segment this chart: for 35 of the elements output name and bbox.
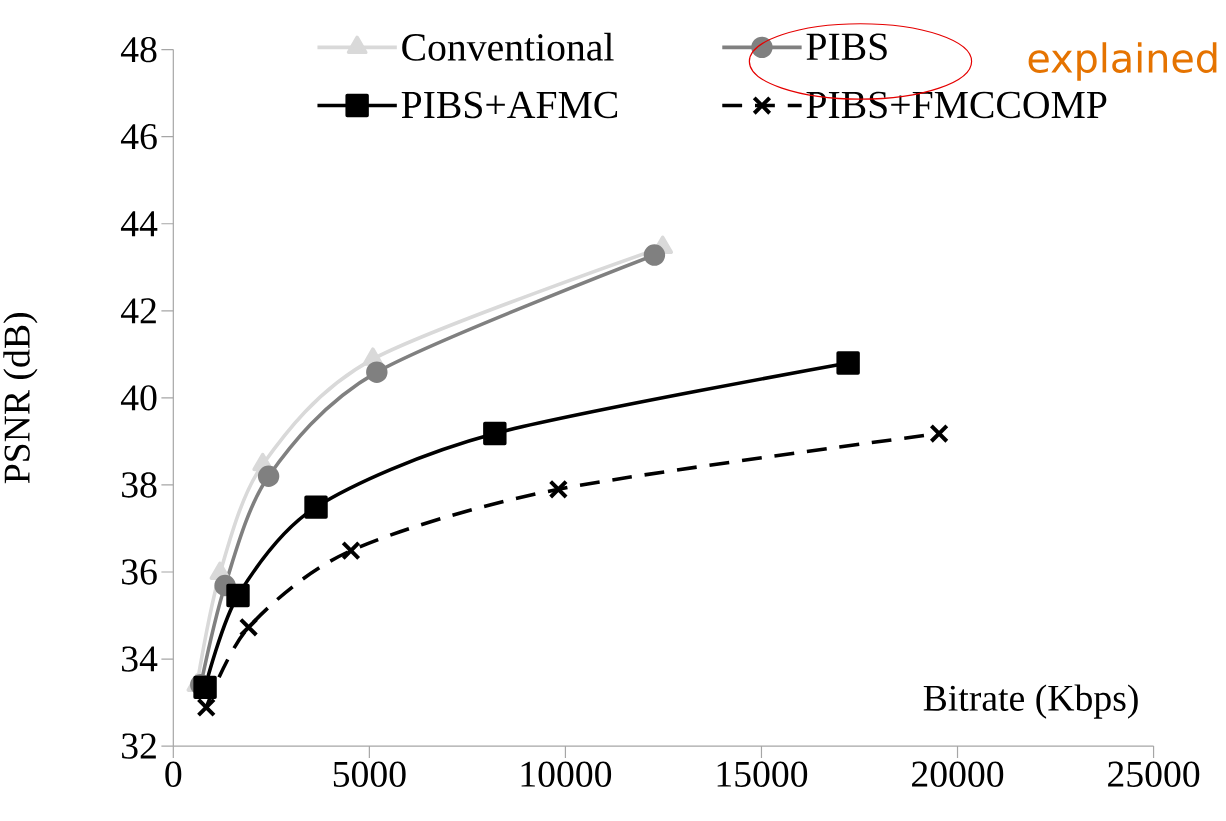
x-tick-label: 0 bbox=[165, 761, 182, 788]
y-tick-label: 32 bbox=[122, 733, 156, 760]
legend-label: PIBS+FMCCOMP bbox=[806, 91, 1107, 119]
point bbox=[304, 495, 328, 520]
point bbox=[238, 617, 259, 638]
point bbox=[643, 244, 666, 267]
point bbox=[193, 675, 217, 700]
point bbox=[226, 584, 250, 608]
x-tick-label: 10000 bbox=[521, 761, 612, 788]
x-tick-label: 20000 bbox=[912, 761, 1004, 788]
y-axis-title: PSNR (dB) bbox=[3, 313, 38, 484]
point bbox=[366, 361, 388, 384]
x-tick-label: 5000 bbox=[333, 761, 406, 788]
y-tick-label: 36 bbox=[122, 559, 157, 585]
x-tick-label: 25000 bbox=[1108, 761, 1200, 788]
y-tick-label: 48 bbox=[120, 37, 157, 63]
point bbox=[929, 424, 949, 444]
point bbox=[196, 697, 216, 718]
y-tick-label: 34 bbox=[122, 646, 158, 672]
point bbox=[483, 422, 507, 446]
y-tick-label: 40 bbox=[120, 385, 157, 411]
x-axis-title: Bitrate (Kbps) bbox=[923, 684, 1138, 719]
annotation: explained bbox=[1028, 42, 1217, 81]
x-tick-label: 15000 bbox=[717, 761, 808, 788]
legend-label: Conventional bbox=[402, 33, 614, 62]
point bbox=[341, 541, 361, 561]
y-tick-label: 44 bbox=[120, 211, 158, 237]
y-tick-label: 42 bbox=[120, 298, 156, 324]
point bbox=[836, 351, 860, 375]
point bbox=[257, 465, 280, 488]
point bbox=[548, 479, 569, 500]
y-tick-label: 46 bbox=[120, 124, 157, 150]
y-tick-label: 38 bbox=[122, 472, 157, 498]
legend-label: PIBS bbox=[806, 33, 887, 61]
legend-label: PIBS+AFMC bbox=[401, 91, 618, 119]
